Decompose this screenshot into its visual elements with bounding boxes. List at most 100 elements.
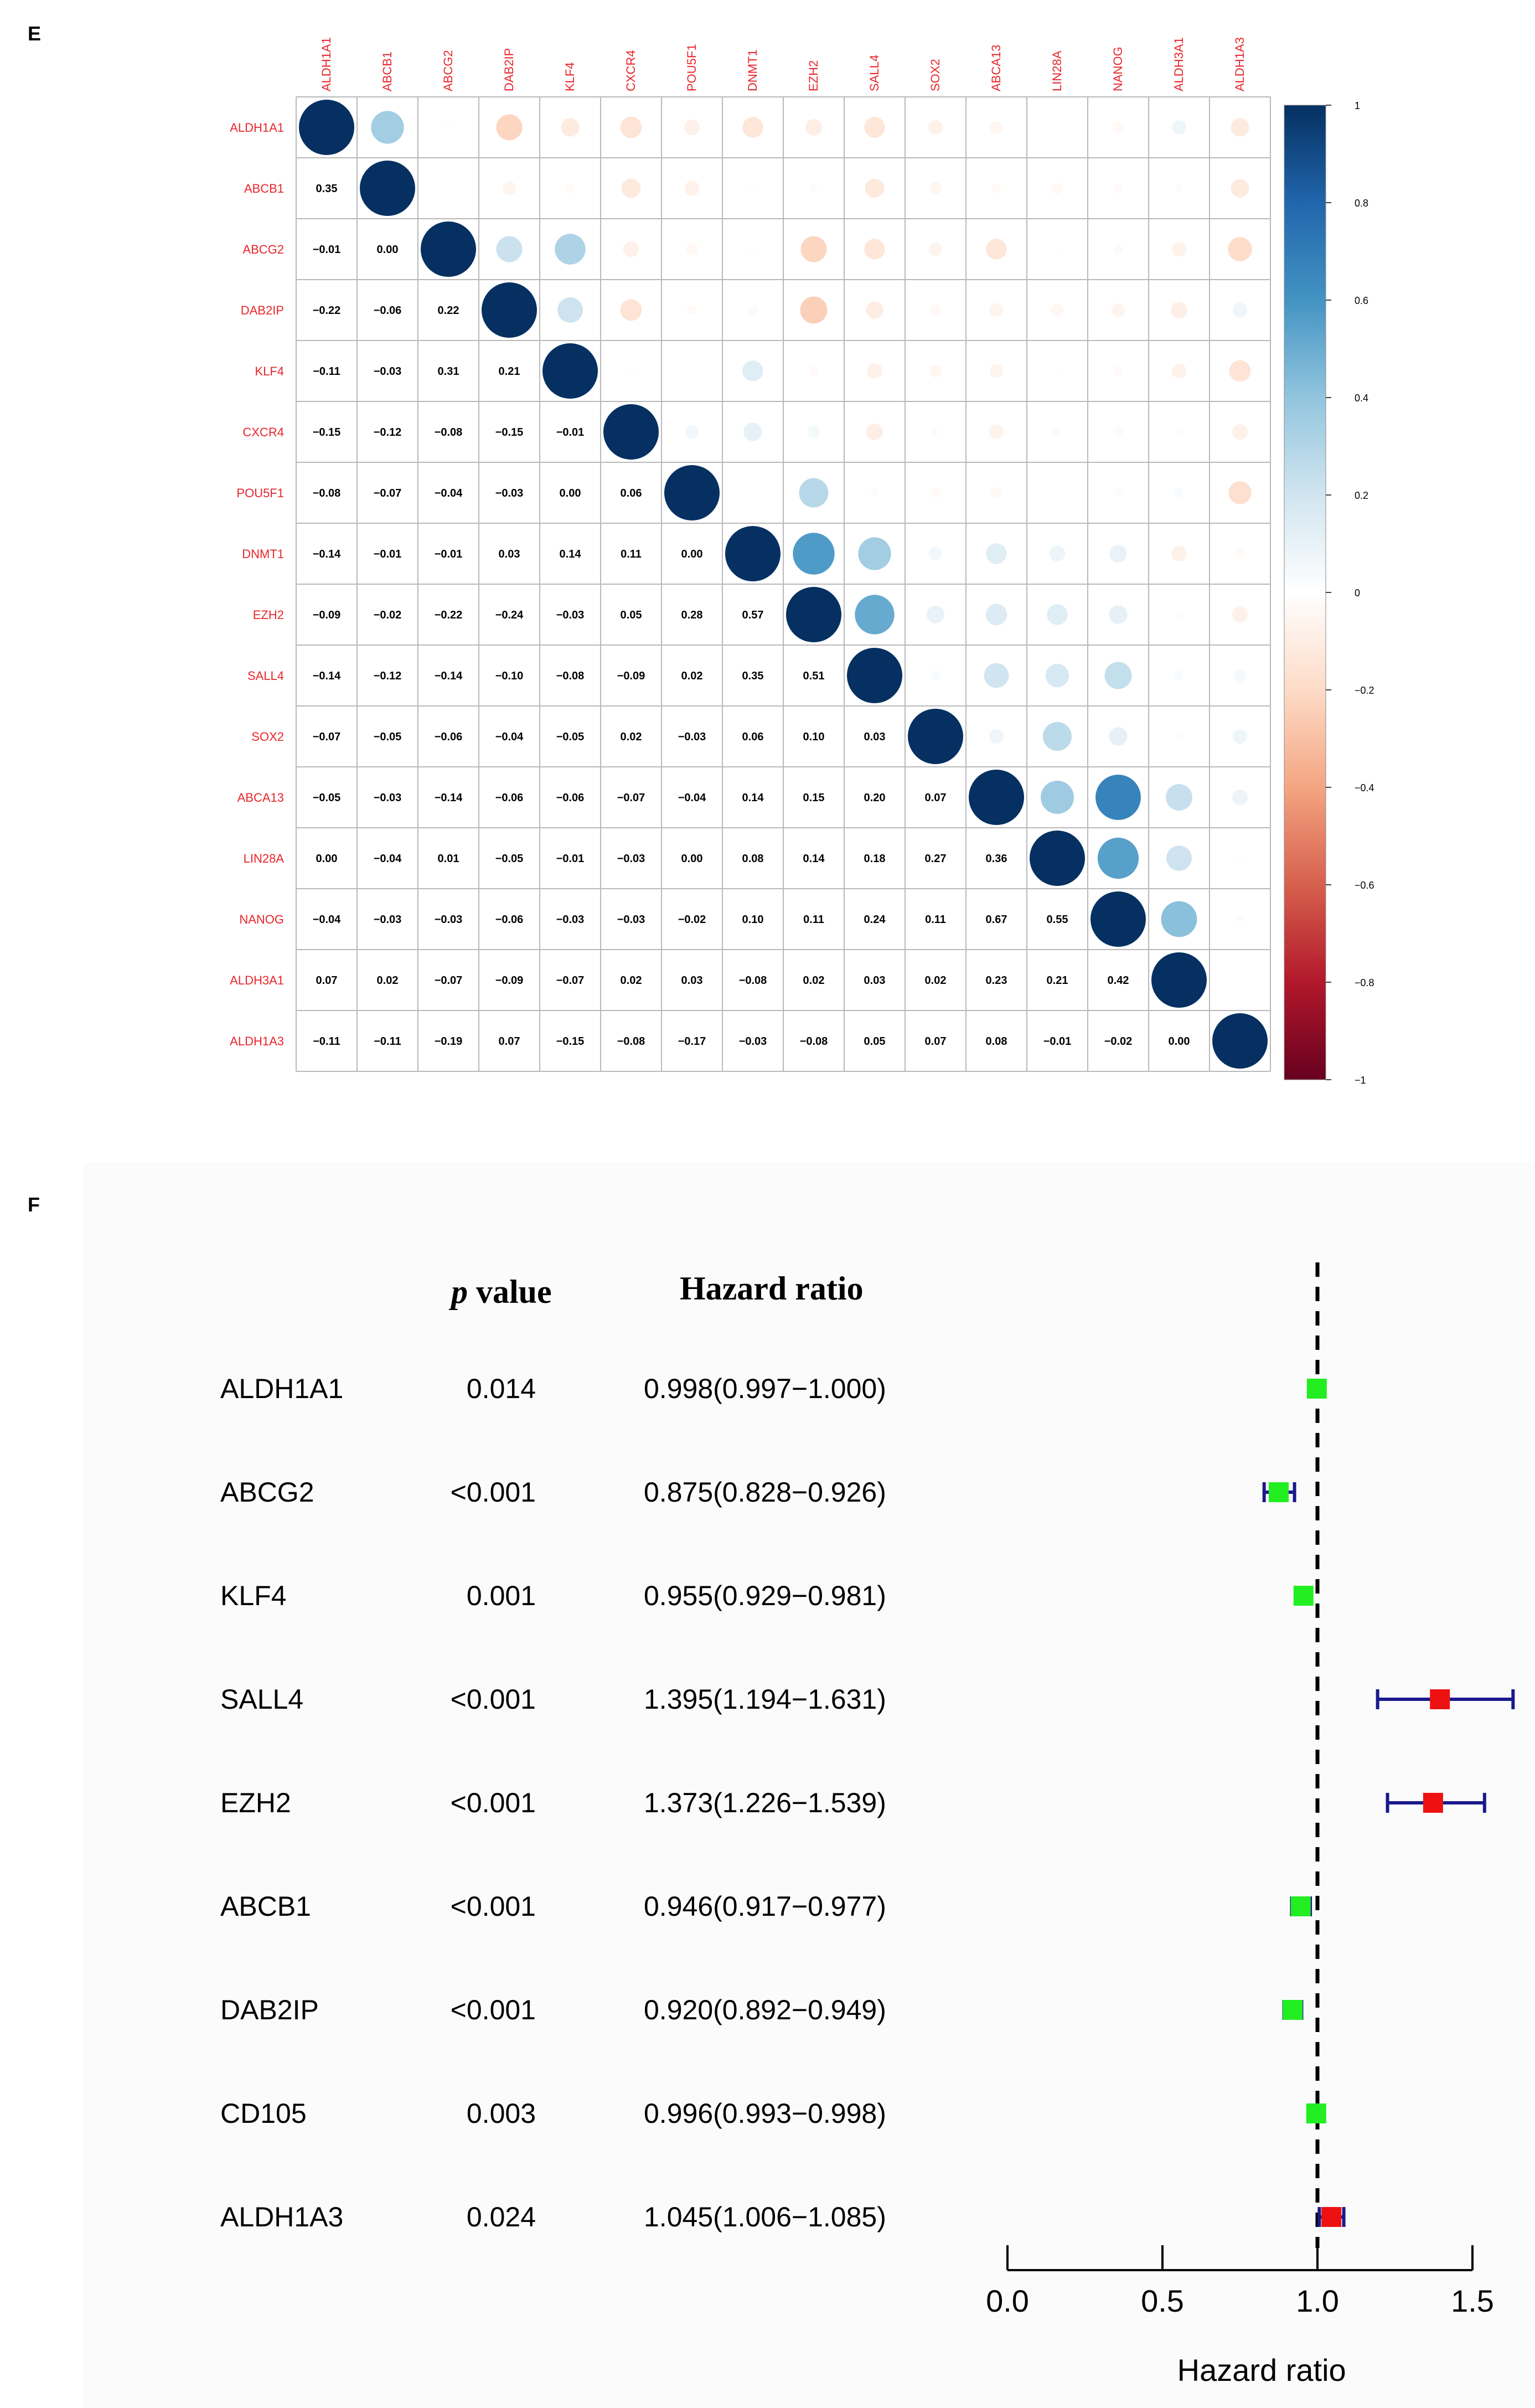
row-label: ABCG2 — [242, 243, 284, 256]
row-gene-label: KLF4 — [220, 1580, 287, 1611]
corr-circle — [865, 178, 885, 198]
corr-circle — [786, 587, 841, 642]
row-label: DNMT1 — [242, 547, 284, 561]
row-label: ALDH3A1 — [230, 973, 284, 987]
corr-circle — [555, 234, 586, 265]
corr-circle — [1232, 424, 1248, 440]
corr-value: −0.06 — [435, 731, 463, 743]
column-label: ABCB1 — [380, 51, 394, 91]
corr-circle — [866, 301, 883, 319]
corr-value: 0.11 — [621, 548, 642, 560]
corr-circle — [930, 305, 941, 316]
row-label: ALDH1A3 — [230, 1034, 284, 1048]
corr-circle — [809, 366, 819, 376]
corr-value: −0.19 — [435, 1035, 463, 1048]
corr-circle — [1052, 427, 1062, 437]
corr-value: −0.03 — [374, 365, 402, 378]
corr-circle — [1229, 360, 1251, 382]
corr-circle — [748, 305, 758, 315]
column-label: SOX2 — [928, 59, 942, 91]
corr-value: 0.02 — [621, 974, 642, 987]
corr-circle — [1095, 775, 1141, 820]
colorbar-tick-label: −0.8 — [1355, 977, 1374, 988]
colorbar-tick-label: 0.4 — [1355, 393, 1368, 404]
corr-value: −0.17 — [678, 1035, 706, 1048]
corr-value: 0.27 — [925, 853, 947, 865]
row-hr-text: 1.373(1.226−1.539) — [644, 1787, 886, 1818]
corr-circle — [1231, 118, 1249, 137]
corr-value: −0.14 — [435, 792, 463, 804]
corr-value: −0.03 — [374, 914, 402, 926]
corr-circle — [864, 117, 885, 138]
corr-value: −0.09 — [495, 974, 524, 987]
corr-value: −0.06 — [374, 305, 402, 317]
x-axis-label: Hazard ratio — [1177, 2353, 1346, 2388]
corr-circle — [991, 183, 1001, 193]
corr-value: 0.31 — [438, 365, 459, 378]
corr-circle — [371, 111, 404, 144]
corr-value: −0.05 — [374, 731, 402, 743]
row-label: CXCR4 — [242, 425, 284, 439]
corr-value: 0.03 — [499, 548, 520, 560]
row-p-value: 0.014 — [467, 1373, 536, 1404]
row-label: DAB2IP — [241, 303, 284, 317]
column-label: POU5F1 — [685, 44, 699, 91]
row-p-value: <0.001 — [451, 1787, 536, 1818]
hr-marker — [1293, 1586, 1314, 1606]
corr-circle — [1236, 915, 1244, 924]
corr-circle — [866, 424, 883, 440]
column-label: ABCG2 — [441, 50, 455, 91]
corr-circle — [986, 239, 1007, 260]
corr-circle — [1166, 784, 1192, 811]
corr-value: 0.35 — [316, 183, 338, 195]
corr-circle — [931, 488, 940, 498]
corr-circle — [1175, 732, 1183, 741]
corr-circle — [991, 487, 1002, 498]
forest-plot-chart: p value Hazard ratio ALDH1A1 0.014 0.998(0.9… — [83, 1163, 1535, 2408]
corr-circle — [1049, 545, 1066, 562]
corr-circle — [870, 488, 879, 497]
corr-circle — [360, 161, 415, 216]
column-label: DNMT1 — [746, 49, 759, 91]
corr-circle — [687, 305, 697, 315]
colorbar-tick-label: −0.2 — [1355, 685, 1374, 696]
x-axis-tick-label: 1.5 — [1451, 2283, 1494, 2318]
corr-circle — [1041, 781, 1074, 814]
row-label: ABCA13 — [237, 791, 284, 805]
corr-value: 0.00 — [681, 548, 703, 560]
corr-value: −0.08 — [617, 1035, 645, 1048]
corr-circle — [985, 604, 1007, 626]
corr-circle — [1109, 727, 1128, 746]
corr-value: −0.05 — [495, 853, 524, 865]
row-hr-text: 1.045(1.006−1.085) — [644, 2201, 886, 2232]
corr-value: 0.22 — [438, 305, 459, 317]
corr-circle — [1175, 184, 1183, 193]
corr-value: 0.21 — [1047, 974, 1068, 987]
corr-value: −0.01 — [435, 548, 463, 560]
corr-value: −0.11 — [374, 1035, 401, 1048]
corr-circle — [847, 648, 902, 703]
corr-circle — [1174, 671, 1184, 680]
corr-circle — [743, 422, 762, 441]
corr-circle — [990, 121, 1003, 134]
corr-circle — [446, 125, 451, 130]
corr-value: −0.14 — [313, 670, 341, 682]
row-hr-text: 1.395(1.194−1.631) — [644, 1684, 886, 1715]
colorbar-tick-label: 0.6 — [1355, 295, 1368, 306]
corr-circle — [1166, 845, 1192, 871]
row-hr-text: 0.946(0.917−0.977) — [644, 1891, 886, 1922]
corr-value: −0.07 — [374, 487, 402, 499]
row-gene-label: ABCB1 — [220, 1891, 311, 1922]
corr-value: 0.15 — [803, 792, 825, 804]
corr-circle — [1047, 604, 1068, 625]
corr-value: −0.06 — [556, 792, 585, 804]
corr-value: −0.24 — [495, 609, 524, 621]
header-hazard-ratio: Hazard ratio — [680, 1270, 864, 1307]
corr-circle — [1090, 891, 1146, 947]
corr-circle — [927, 606, 944, 623]
corr-value: −0.14 — [435, 670, 463, 682]
row-label: SALL4 — [247, 669, 284, 683]
corr-circle — [725, 526, 781, 581]
corr-circle — [1233, 669, 1247, 682]
colorbar-tick-label: −0.6 — [1355, 880, 1374, 891]
